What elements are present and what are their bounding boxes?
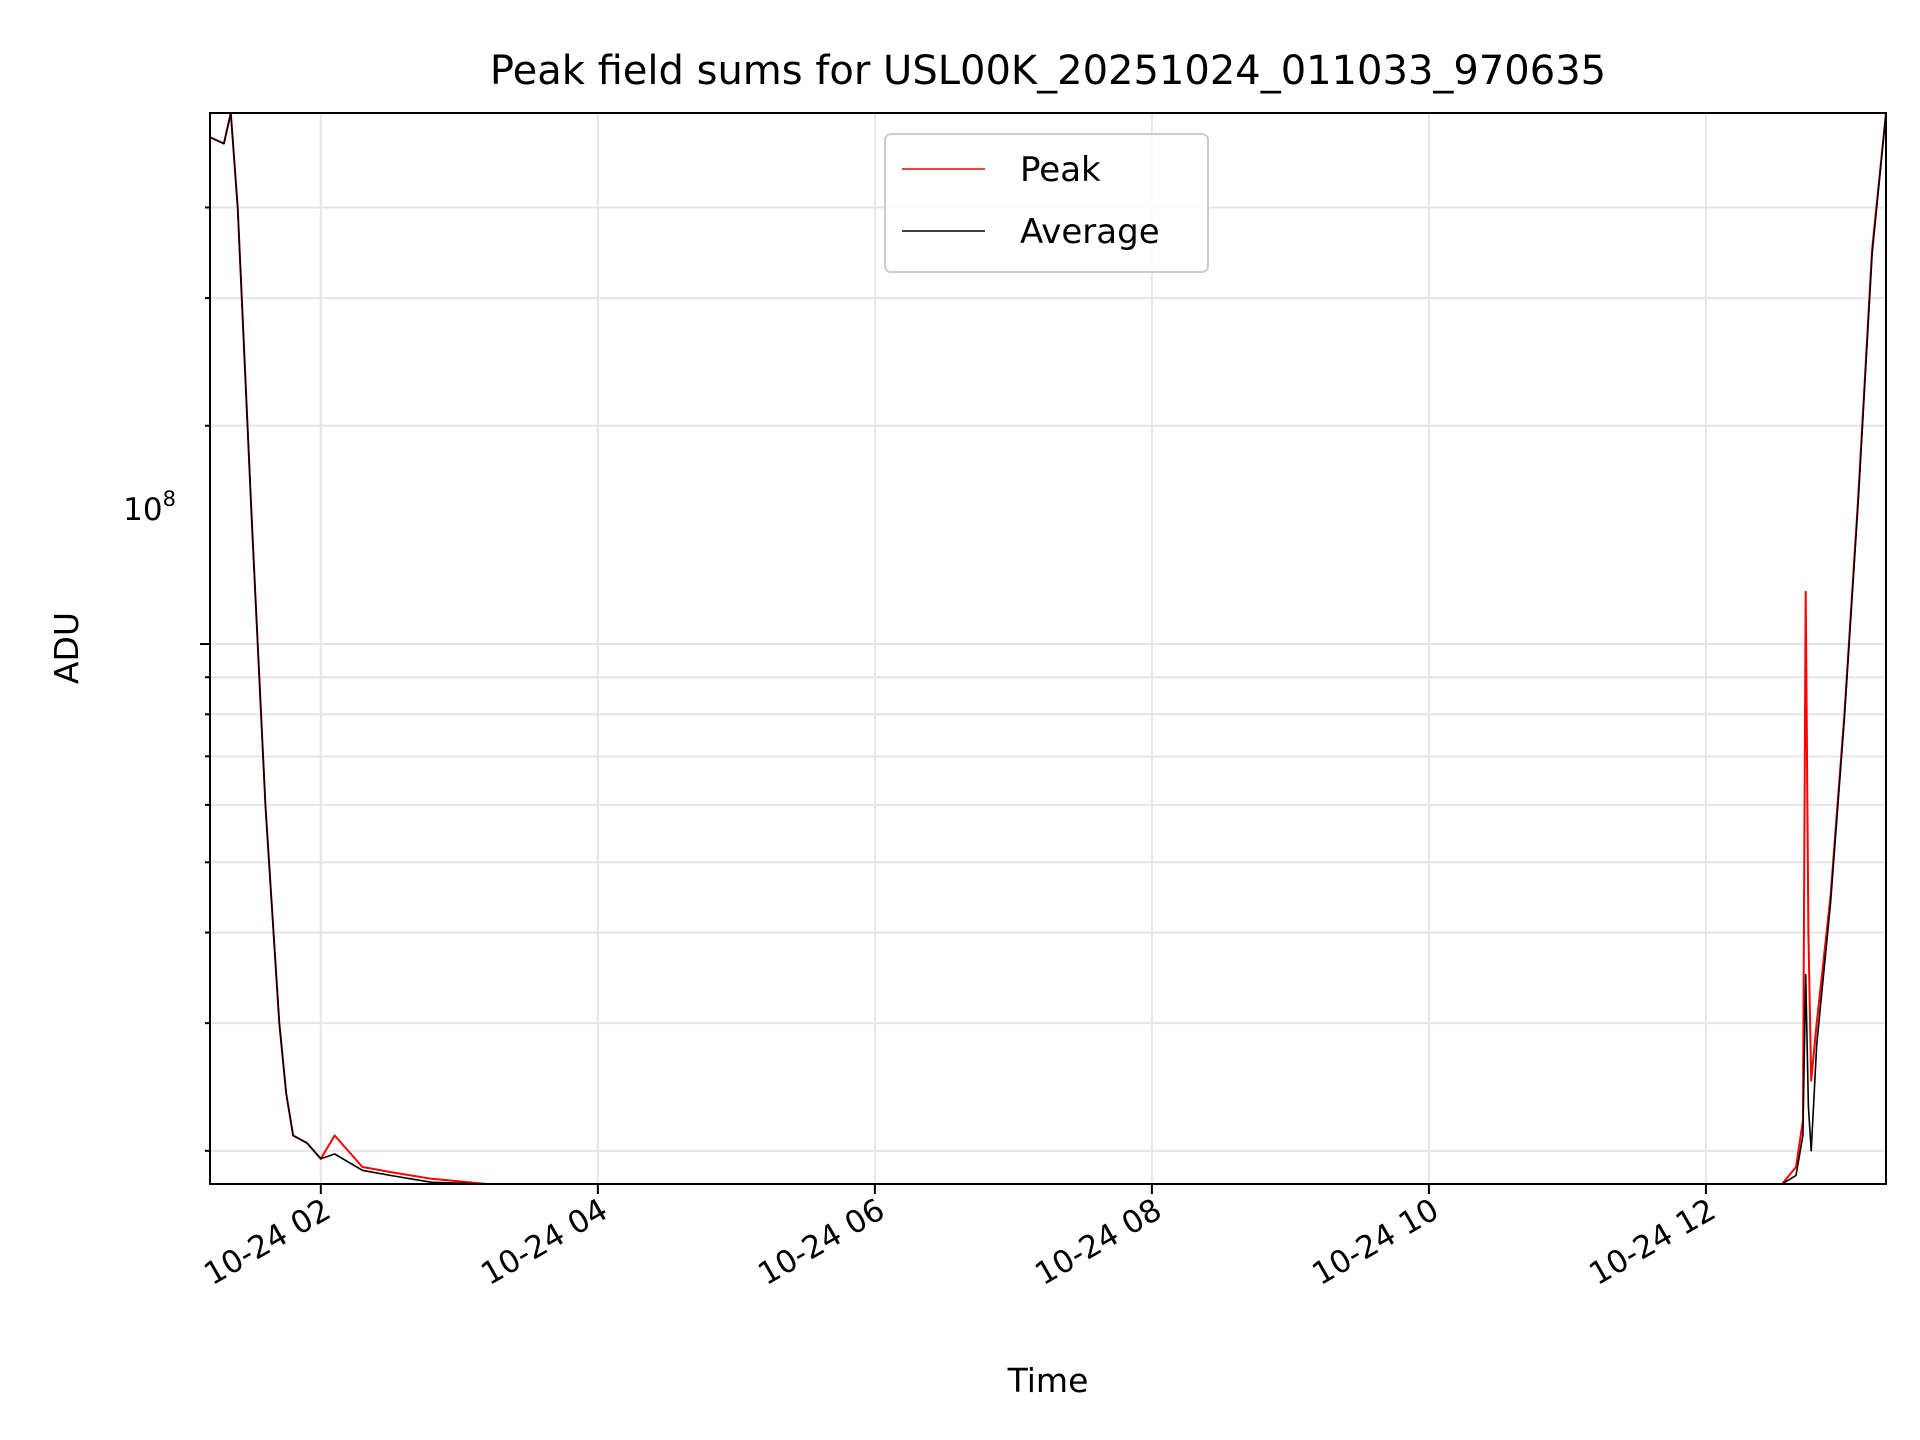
x-axis-label: Time <box>1007 1361 1089 1400</box>
legend-peak-label: Peak <box>1020 150 1101 190</box>
chart-title: Peak field sums for USL00K_20251024_0110… <box>490 48 1606 94</box>
y-tick-label-base: 10 <box>123 492 162 528</box>
y-tick-label-exponent: 8 <box>163 487 176 511</box>
legend-average-label: Average <box>1020 212 1160 252</box>
y-axis-label: ADU <box>47 612 86 684</box>
plot-area-frame <box>209 112 1887 1185</box>
grid-lines <box>210 113 1886 1184</box>
svg-text:108: 108 <box>123 487 176 528</box>
legend: Peak Average <box>884 133 1209 273</box>
y-major-tick-label: 108 <box>123 487 176 528</box>
